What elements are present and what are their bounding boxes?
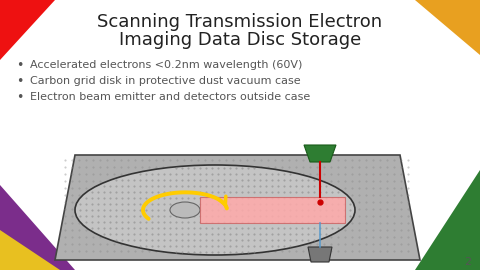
Text: Carbon grid disk in protective dust vacuum case: Carbon grid disk in protective dust vacu… — [30, 76, 300, 86]
Ellipse shape — [170, 202, 200, 218]
Polygon shape — [415, 170, 480, 270]
Polygon shape — [304, 145, 336, 162]
Polygon shape — [0, 185, 75, 270]
Text: •: • — [16, 75, 24, 87]
Text: 2: 2 — [465, 257, 471, 267]
Polygon shape — [0, 230, 60, 270]
Text: Imaging Data Disc Storage: Imaging Data Disc Storage — [119, 31, 361, 49]
Text: Accelerated electrons <0.2nm wavelength (60V): Accelerated electrons <0.2nm wavelength … — [30, 60, 302, 70]
Text: Scanning Transmission Electron: Scanning Transmission Electron — [97, 13, 383, 31]
Text: •: • — [16, 90, 24, 103]
Ellipse shape — [75, 165, 355, 255]
Polygon shape — [415, 0, 480, 55]
Polygon shape — [55, 155, 420, 260]
Text: •: • — [16, 59, 24, 72]
Polygon shape — [200, 197, 345, 223]
Polygon shape — [0, 0, 55, 60]
Text: Electron beam emitter and detectors outside case: Electron beam emitter and detectors outs… — [30, 92, 310, 102]
Polygon shape — [308, 247, 332, 262]
